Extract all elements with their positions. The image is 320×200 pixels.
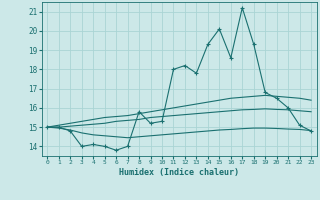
X-axis label: Humidex (Indice chaleur): Humidex (Indice chaleur) bbox=[119, 168, 239, 177]
